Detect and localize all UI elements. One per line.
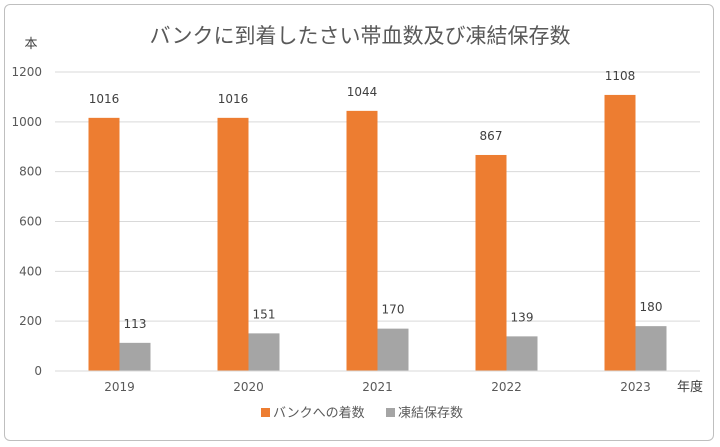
y-tick-label: 400: [19, 264, 42, 278]
x-tick-label: 2019: [104, 380, 135, 394]
bar-arrivals-2020: [217, 117, 249, 371]
x-tick-label: 2020: [233, 380, 264, 394]
y-tick-label: 200: [19, 314, 42, 328]
x-tick-label: 2023: [620, 380, 651, 394]
bar-frozen-2023: [635, 326, 667, 371]
data-label: 113: [124, 317, 147, 331]
bar-arrivals-2021: [346, 110, 378, 372]
y-tick-label: 600: [19, 215, 42, 229]
bars: [88, 94, 667, 372]
bar-frozen-2020: [248, 333, 280, 371]
data-labels: 1016 113 1016 151 1044 170 867 139 1108 180: [89, 69, 663, 331]
chart-title: バンクに到着したさい帯血数及び凍結保存数: [149, 24, 570, 48]
x-tick-label: 2022: [491, 380, 522, 394]
legend: バンクへの着数 凍結保存数: [261, 405, 463, 421]
bar-arrivals-2022: [475, 154, 507, 371]
axes: 0 200 400 600 800 1000 1200 2019 2020 2021 2022 202…: [11, 65, 700, 394]
bar-arrivals-2023: [604, 94, 636, 371]
x-tick-label: 2021: [362, 380, 393, 394]
data-label: 170: [382, 303, 405, 317]
y-tick-label: 1000: [11, 115, 42, 129]
y-axis-unit-label: 本: [24, 37, 37, 52]
bar-frozen-2022: [506, 336, 538, 371]
data-label: 867: [480, 129, 503, 143]
legend-label-frozen: 凍結保存数: [398, 405, 463, 421]
bar-frozen-2021: [377, 328, 409, 371]
y-tick-label: 0: [34, 364, 42, 378]
data-label: 1108: [605, 69, 636, 83]
data-label: 139: [511, 310, 534, 324]
data-label: 1044: [347, 85, 378, 99]
y-tick-label: 800: [19, 165, 42, 179]
y-tick-label: 1200: [11, 65, 42, 79]
legend-swatch-arrivals: [261, 408, 270, 417]
data-label: 1016: [218, 92, 249, 106]
bar-arrivals-2019: [88, 117, 120, 371]
legend-label-arrivals: バンクへの着数: [273, 405, 365, 421]
data-label: 151: [253, 307, 276, 321]
legend-swatch-frozen: [386, 408, 395, 417]
x-axis-unit-label: 年度: [677, 379, 703, 395]
data-label: 180: [640, 300, 663, 314]
bar-frozen-2019: [119, 342, 151, 371]
data-label: 1016: [89, 92, 120, 106]
